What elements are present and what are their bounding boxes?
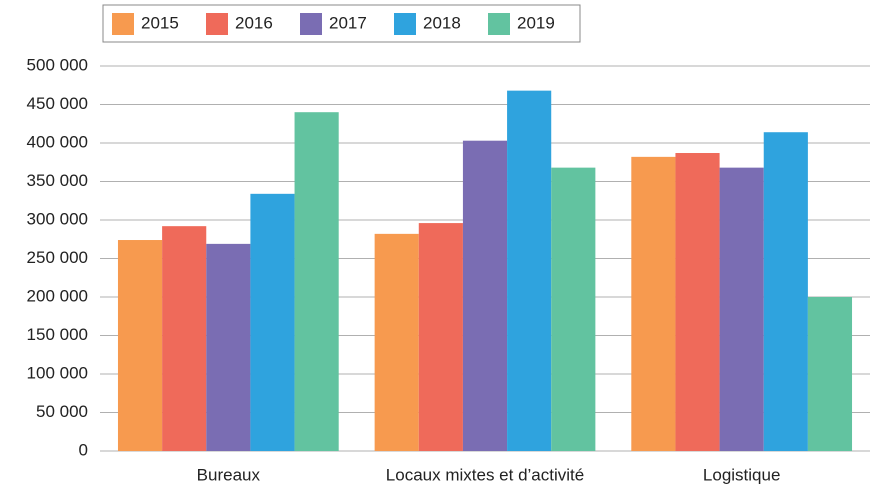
legend-label: 2016 (235, 13, 273, 32)
y-tick-label: 50 000 (36, 402, 88, 421)
bar (462, 140, 508, 451)
bar (631, 156, 676, 452)
y-tick-label: 250 000 (27, 248, 88, 267)
legend-swatch (300, 13, 322, 35)
bar (807, 297, 853, 451)
y-tick-label: 0 (79, 440, 88, 459)
y-tick-label: 500 000 (27, 55, 88, 74)
bar (418, 223, 463, 451)
bar (719, 167, 764, 451)
bar (162, 226, 207, 451)
legend-label: 2018 (423, 13, 461, 32)
x-tick-label: Bureaux (197, 465, 261, 484)
bar (117, 240, 163, 451)
bar (374, 233, 419, 451)
bar (763, 132, 808, 451)
legend-swatch (112, 13, 134, 35)
legend-label: 2015 (141, 13, 179, 32)
legend-swatch (394, 13, 416, 35)
y-tick-label: 400 000 (27, 132, 88, 151)
bar (206, 243, 251, 451)
y-tick-label: 100 000 (27, 363, 88, 382)
bar (675, 153, 720, 451)
legend-label: 2019 (517, 13, 555, 32)
bar (507, 90, 552, 451)
y-tick-label: 200 000 (27, 286, 88, 305)
bar (250, 193, 295, 451)
bar (551, 167, 596, 451)
y-tick-label: 150 000 (27, 325, 88, 344)
bar (294, 112, 339, 451)
legend-swatch (206, 13, 228, 35)
x-tick-label: Logistique (703, 465, 781, 484)
y-tick-label: 300 000 (27, 209, 88, 228)
legend-swatch (488, 13, 510, 35)
x-tick-label: Locaux mixtes et d’activité (386, 465, 584, 484)
legend-label: 2017 (329, 13, 367, 32)
y-tick-label: 450 000 (27, 94, 88, 113)
y-tick-label: 350 000 (27, 171, 88, 190)
